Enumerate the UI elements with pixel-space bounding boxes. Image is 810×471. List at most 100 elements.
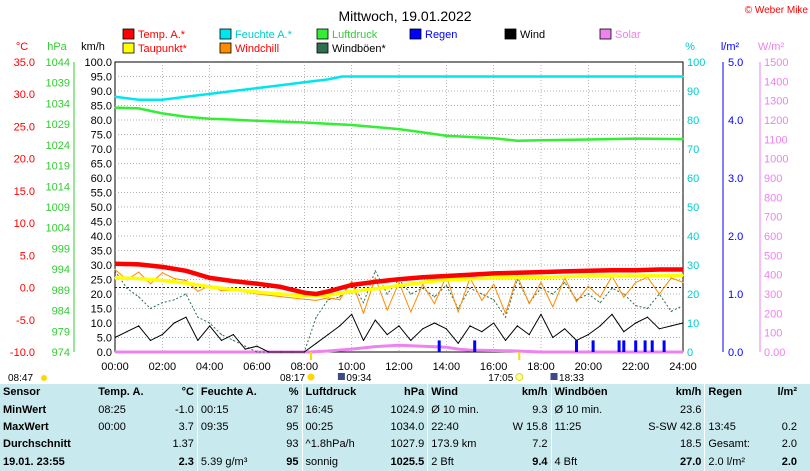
data-point-wind: [611, 313, 613, 315]
data-point-pressure: [303, 121, 305, 124]
data-point-pressure: [587, 138, 589, 141]
data-point-dewpoint: [398, 285, 400, 287]
sunrise-tick: [310, 352, 313, 360]
cell: 16:45: [301, 401, 376, 419]
data-point-dewpoint: [138, 277, 140, 280]
data-point-gust: [682, 305, 684, 307]
data-point-wind: [457, 342, 459, 344]
data-point-pressure: [138, 107, 140, 109]
rain-bar: [575, 340, 578, 352]
data-point-humidity: [114, 96, 116, 98]
tick-label-rain: 0.0: [728, 347, 743, 359]
x-tick-label: 24:00: [669, 361, 697, 373]
tick-label-humidity: 60: [687, 173, 699, 185]
data-point-pressure: [209, 118, 211, 120]
data-point-solar: [540, 351, 542, 353]
tick-label-wind: 15.0: [91, 304, 112, 316]
data-point-temp: [540, 271, 542, 273]
tick-label-humidity: 50: [687, 202, 699, 214]
data-point-windchill: [114, 268, 116, 271]
legend-label-humidity: Feuchte A.*: [235, 29, 293, 41]
data-point-temp: [635, 269, 637, 271]
x-tick-label: 00:00: [101, 361, 129, 373]
legend-label-solar: Solar: [615, 29, 641, 41]
cell: Gesamt:: [704, 436, 767, 454]
axis-unit-pressure: hPa: [47, 41, 67, 53]
legend-swatch-solar: [599, 28, 612, 40]
cell: 1024.9: [390, 403, 425, 416]
data-point-wind: [564, 328, 566, 330]
data-point-gust: [232, 339, 234, 341]
tick-label-humidity: 70: [687, 144, 699, 156]
data-point-dewpoint: [161, 279, 163, 282]
data-point-windchill: [303, 298, 305, 300]
data-point-temp: [315, 293, 317, 295]
data-point-wind: [670, 325, 672, 327]
data-point-temp: [493, 272, 495, 274]
data-point-temp: [185, 270, 187, 272]
tick-label-wind: 25.0: [91, 275, 112, 287]
data-point-dewpoint: [114, 277, 116, 279]
data-point-windchill: [362, 312, 365, 314]
tick-label-solar: 0.00: [764, 347, 785, 359]
data-point-wind: [327, 334, 329, 336]
data-point-temp: [398, 278, 400, 280]
tick-label-wind: 70.0: [91, 144, 112, 156]
tick-label-solar: 1400: [764, 76, 788, 88]
data-point-windchill: [575, 301, 578, 303]
data-point-wind: [209, 325, 211, 327]
credit-text: © Weber Mike: [745, 5, 809, 16]
cell: [767, 401, 800, 418]
data-point-solar: [469, 349, 471, 351]
tick-label-rain: 1.0: [728, 289, 743, 301]
data-point-windchill: [493, 283, 495, 285]
cell: [704, 401, 767, 419]
data-point-wind: [516, 325, 518, 327]
data-point-temp: [658, 268, 660, 271]
tick-label-solar: 1000: [764, 154, 788, 166]
data-point-humidity: [398, 75, 400, 78]
weather-chart: Mittwoch, 19.01.2022 © Weber Mike Temp. …: [8, 5, 809, 384]
data-point-wind: [658, 328, 660, 330]
data-point-windchill: [670, 277, 672, 279]
series-line-windchill: [114, 269, 684, 314]
data-point-solar: [516, 350, 518, 352]
cell: 173.9 km: [427, 436, 498, 454]
data-point-temp: [138, 263, 140, 265]
tick-label-wind: 75.0: [91, 130, 112, 142]
statistics-row-min: MinWert 08:25 -1.0 00:15 87 16:45 1024.9…: [0, 401, 800, 419]
legend-swatch-rain: [409, 28, 422, 40]
tick-label-humidity: 0: [687, 347, 693, 359]
cell: 93: [286, 438, 299, 451]
data-point-wind: [635, 322, 637, 324]
data-point-pressure: [445, 135, 447, 137]
tick-label-solar: 700: [764, 212, 782, 224]
rain-bar: [591, 340, 595, 352]
data-point-wind: [149, 339, 152, 341]
data-point-gust: [611, 287, 613, 289]
data-point-wind: [481, 331, 483, 333]
data-point-windchill: [374, 277, 376, 279]
rain-bar: [662, 340, 666, 352]
tick-label-wind: 65.0: [91, 159, 112, 171]
right-edge-strip: [800, 384, 810, 471]
data-point-gust: [445, 284, 447, 286]
tick-label-temp: 30.0: [14, 89, 35, 101]
cell: ^1.8hPa/h: [301, 436, 376, 454]
data-point-gust: [244, 345, 246, 347]
data-point-wind: [351, 313, 353, 315]
tick-label-pressure: 994: [52, 264, 70, 276]
data-point-temp: [351, 284, 353, 286]
tick-label-wind: 0.0: [97, 347, 112, 359]
header-rain-unit: l/m²: [777, 386, 797, 399]
data-point-wind: [280, 351, 282, 353]
cell: 11:25: [550, 418, 628, 437]
data-point-windchill: [623, 296, 625, 298]
data-point-windchill: [682, 281, 684, 283]
cell: Ø 10 min.: [427, 401, 498, 419]
data-point-temp: [516, 272, 518, 274]
tick-label-humidity: 30: [687, 260, 699, 272]
cell: 18.5: [679, 438, 702, 451]
data-point-dewpoint: [682, 274, 684, 276]
sunset-icon: [515, 373, 524, 381]
